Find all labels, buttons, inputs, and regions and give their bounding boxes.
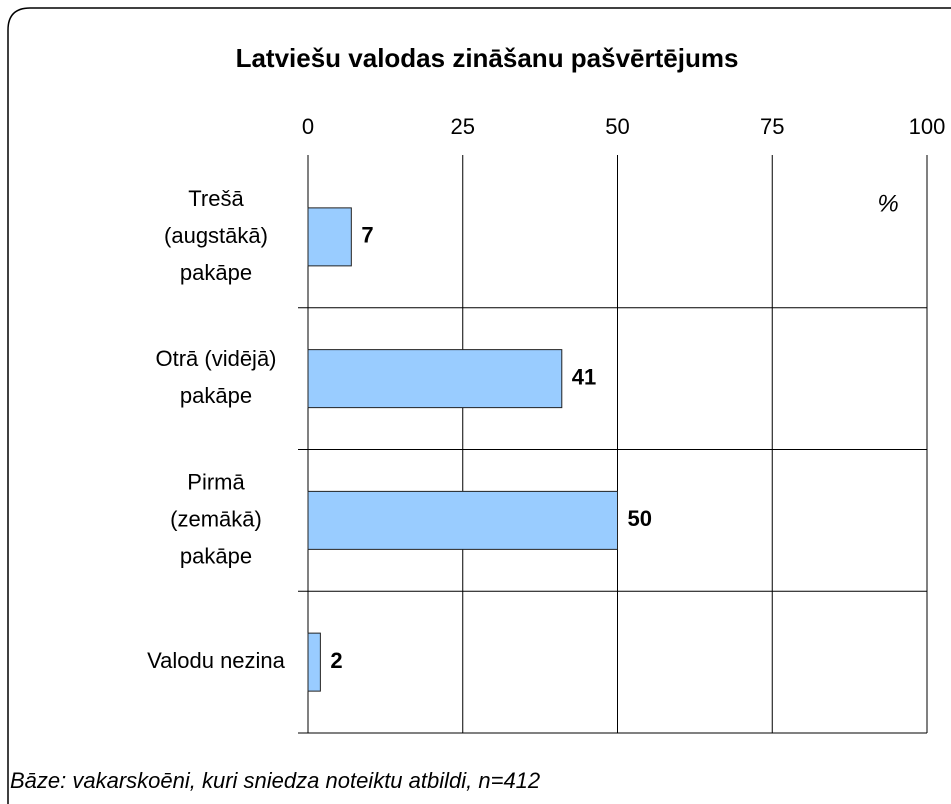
x-tick-label: 100 xyxy=(909,114,946,139)
chart-title: Latviešu valodas zināšanu pašvērtējums xyxy=(236,43,739,73)
value-label: 41 xyxy=(572,364,596,389)
y-tick-label: Otrā (vidējā) pakāpe xyxy=(155,346,276,408)
unit-annotation: % xyxy=(877,190,898,217)
x-tick-label: 25 xyxy=(451,114,475,139)
y-tick-label: Valodu nezina xyxy=(147,648,286,673)
bar xyxy=(307,349,563,409)
x-tick-label: 0 xyxy=(302,114,314,139)
bar xyxy=(307,490,618,550)
y-tick-label: Trešā (augstākā) pakāpe xyxy=(164,186,268,285)
value-label: 7 xyxy=(361,223,373,248)
value-label: 2 xyxy=(330,648,342,673)
bar xyxy=(307,632,321,692)
x-tick-label: 75 xyxy=(760,114,784,139)
bar xyxy=(307,207,352,267)
frame xyxy=(7,7,951,804)
value-label: 50 xyxy=(628,506,652,531)
y-tick-label: Pirmā (zemākā) pakāpe xyxy=(170,469,262,568)
x-tick-label: 50 xyxy=(605,114,629,139)
footnote: Bāze: vakarskoēni, kuri sniedza noteiktu… xyxy=(10,768,540,793)
